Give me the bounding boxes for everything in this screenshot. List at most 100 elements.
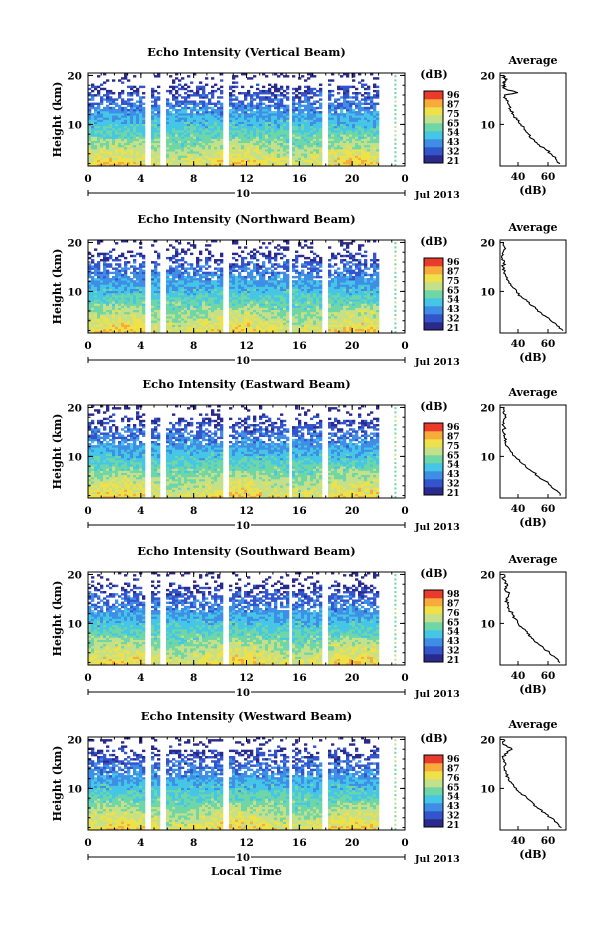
heatmap-cell bbox=[178, 163, 182, 166]
heatmap-cell bbox=[142, 92, 146, 95]
heatmap-cell bbox=[250, 149, 254, 152]
heatmap-cell bbox=[277, 328, 281, 332]
heatmap-cell bbox=[229, 324, 233, 327]
heatmap-cell bbox=[250, 288, 254, 292]
heatmap-cell bbox=[103, 155, 107, 158]
heatmap-cell bbox=[337, 138, 341, 141]
heatmap-cell bbox=[316, 324, 320, 327]
heatmap-cell bbox=[340, 297, 344, 300]
heatmap-cell bbox=[127, 130, 131, 133]
heatmap-cell bbox=[214, 136, 218, 139]
heatmap-cell bbox=[100, 130, 104, 133]
heatmap-cell bbox=[214, 127, 218, 131]
heatmap-cell bbox=[130, 132, 134, 135]
heatmap-cell bbox=[319, 117, 323, 120]
heatmap-cell bbox=[250, 130, 254, 133]
heatmap-cell bbox=[262, 123, 266, 127]
heatmap-cell bbox=[211, 328, 215, 332]
heatmap-cell bbox=[346, 87, 350, 91]
heatmap-cell bbox=[241, 159, 245, 163]
heatmap-cell bbox=[367, 313, 371, 317]
heatmap-cell bbox=[328, 138, 332, 141]
heatmap-cell bbox=[235, 328, 239, 332]
heatmap-cell bbox=[250, 106, 254, 110]
heatmap-cell bbox=[316, 320, 320, 323]
heatmap-cell bbox=[121, 316, 125, 319]
heatmap-cell bbox=[310, 127, 314, 131]
heatmap-cell bbox=[247, 121, 251, 125]
heatmap-cell bbox=[334, 121, 338, 125]
heatmap-cell bbox=[340, 151, 344, 154]
heatmap-cell bbox=[217, 130, 221, 133]
heatmap-cell bbox=[172, 305, 176, 308]
heatmap-cell bbox=[373, 113, 377, 116]
heatmap-cell bbox=[193, 121, 197, 125]
heatmap-cell bbox=[88, 316, 92, 319]
heatmap-cell bbox=[259, 297, 263, 300]
heatmap-cell bbox=[373, 328, 377, 332]
heatmap-cell bbox=[367, 92, 371, 95]
heatmap-cell bbox=[334, 324, 338, 327]
heatmap-cell bbox=[334, 294, 338, 298]
heatmap-cell bbox=[313, 136, 317, 139]
heatmap-cell bbox=[271, 313, 275, 317]
heatmap-cell bbox=[250, 77, 254, 80]
heatmap-cell bbox=[298, 324, 302, 327]
heatmap-cell bbox=[253, 134, 257, 137]
heatmap-cell bbox=[286, 117, 290, 120]
heatmap-cell bbox=[205, 328, 209, 332]
heatmap-cell bbox=[187, 89, 191, 93]
heatmap-cell bbox=[328, 142, 332, 146]
heatmap-cell bbox=[292, 316, 296, 319]
heatmap-cell bbox=[262, 119, 266, 122]
heatmap-cell bbox=[169, 161, 173, 165]
heatmap-cell bbox=[175, 138, 179, 141]
heatmap-cell bbox=[181, 320, 185, 323]
heatmap-cell bbox=[370, 96, 374, 99]
heatmap-cell bbox=[154, 102, 158, 106]
heatmap-cell bbox=[277, 125, 281, 129]
heatmap-cell bbox=[106, 157, 110, 160]
heatmap-cell bbox=[190, 81, 194, 84]
heatmap-cell bbox=[172, 297, 176, 300]
heatmap-cell bbox=[301, 108, 305, 112]
heatmap-cell bbox=[232, 316, 236, 319]
heatmap-cell bbox=[253, 140, 257, 144]
heatmap-cell bbox=[202, 153, 206, 156]
heatmap-cell bbox=[118, 318, 122, 321]
heatmap-cell bbox=[307, 142, 311, 146]
heatmap-cell bbox=[118, 288, 122, 292]
heatmap-cell bbox=[247, 292, 251, 296]
heatmap-cell bbox=[367, 318, 371, 321]
heatmap-cell bbox=[280, 106, 284, 110]
heatmap-cell bbox=[211, 96, 215, 99]
colorbar-swatch bbox=[424, 99, 443, 108]
heatmap-cell bbox=[265, 305, 269, 308]
heatmap-cell bbox=[100, 115, 104, 118]
heatmap-cell bbox=[229, 119, 233, 122]
heatmap-cell bbox=[175, 159, 179, 163]
heatmap-cell bbox=[172, 149, 176, 152]
heatmap-cell bbox=[166, 324, 170, 327]
heatmap-cell bbox=[364, 123, 368, 127]
heatmap-cell bbox=[367, 311, 371, 315]
heatmap-cell bbox=[133, 326, 137, 330]
heatmap-cell bbox=[301, 161, 305, 165]
heatmap-cell bbox=[259, 322, 263, 325]
heatmap-cell bbox=[295, 138, 299, 141]
heatmap-cell bbox=[166, 100, 170, 103]
heatmap-cell bbox=[181, 299, 185, 302]
heatmap-cell bbox=[91, 330, 95, 333]
heatmap-cell bbox=[151, 111, 155, 114]
heatmap-cell bbox=[172, 98, 176, 101]
heatmap-cell bbox=[94, 326, 98, 330]
heatmap-cell bbox=[352, 146, 356, 150]
heatmap-cell bbox=[220, 326, 224, 330]
heatmap-cell bbox=[130, 106, 134, 110]
heatmap-cell bbox=[304, 134, 308, 137]
heatmap-cell bbox=[280, 85, 284, 89]
heatmap-cell bbox=[343, 324, 347, 327]
heatmap-cell bbox=[130, 320, 134, 323]
heatmap-cell bbox=[277, 297, 281, 300]
heatmap-cell bbox=[247, 104, 251, 108]
